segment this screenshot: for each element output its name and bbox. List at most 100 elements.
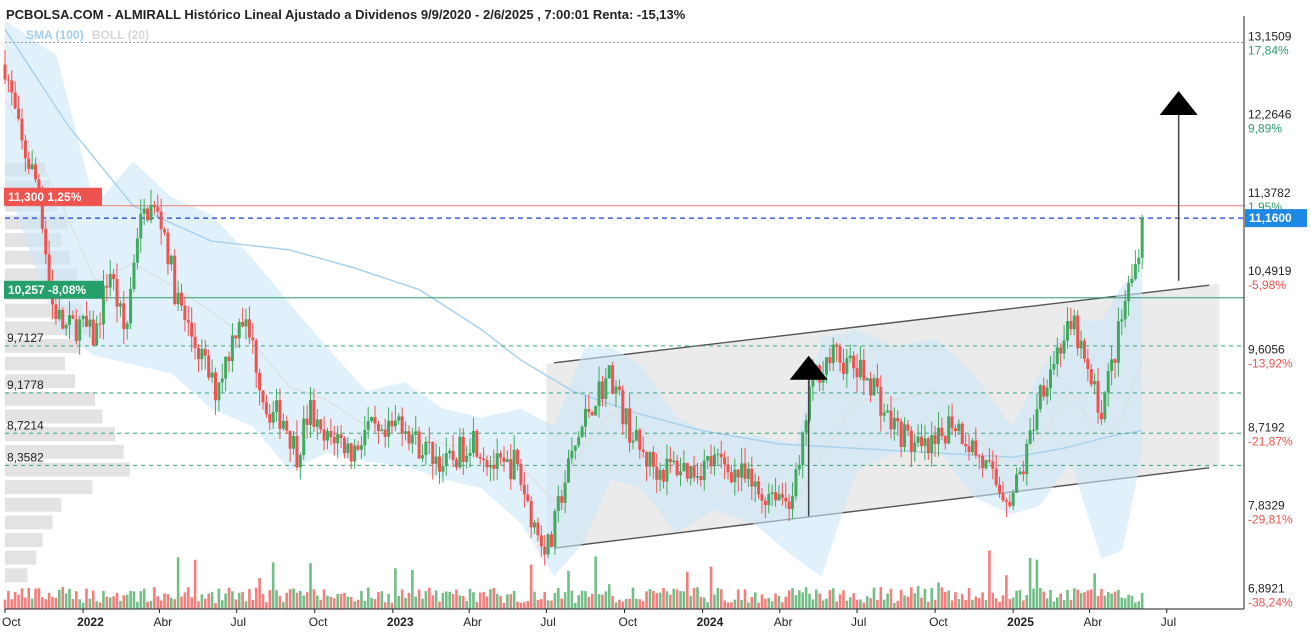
volume-bar bbox=[794, 595, 798, 609]
volume-bar bbox=[893, 602, 896, 609]
volume-bar bbox=[377, 592, 380, 609]
candle bbox=[495, 453, 499, 469]
candle bbox=[434, 456, 438, 464]
volume-bar bbox=[587, 597, 591, 609]
candle bbox=[1025, 443, 1029, 475]
volume-bar bbox=[1106, 592, 1110, 609]
x-tick-label: Abr bbox=[774, 615, 793, 629]
volume-bar bbox=[960, 593, 964, 609]
volume-bar bbox=[241, 591, 244, 609]
candle bbox=[1008, 501, 1012, 506]
volume-bar bbox=[428, 587, 431, 609]
candle bbox=[180, 292, 184, 306]
volume-bar bbox=[309, 563, 312, 609]
candle bbox=[295, 435, 299, 468]
candle bbox=[261, 390, 265, 403]
volume-bar bbox=[105, 596, 109, 609]
candle bbox=[808, 386, 812, 421]
volume-bar bbox=[485, 596, 489, 609]
candle bbox=[896, 417, 900, 422]
volume-bar bbox=[988, 550, 991, 609]
volume-bar bbox=[974, 596, 978, 609]
candle bbox=[614, 386, 618, 394]
volume-bar bbox=[669, 594, 672, 609]
volume-profile-bar bbox=[5, 462, 130, 477]
volume-bar bbox=[285, 592, 289, 609]
volume-bar bbox=[417, 589, 421, 609]
candle bbox=[539, 535, 543, 547]
candle bbox=[662, 470, 666, 482]
volume-bar bbox=[852, 593, 855, 609]
volume-bar bbox=[88, 598, 92, 609]
x-tick-label: 2023 bbox=[387, 615, 414, 629]
volume-bar bbox=[781, 602, 784, 609]
candle bbox=[977, 455, 981, 457]
volume-bar bbox=[967, 588, 971, 609]
volume-bar bbox=[400, 589, 404, 609]
legend-boll[interactable]: BOLL (20) bbox=[92, 28, 149, 42]
volume-bar bbox=[288, 589, 292, 609]
volume-bar bbox=[699, 597, 703, 609]
volume-bar bbox=[1015, 590, 1018, 609]
candle bbox=[98, 323, 102, 325]
candle bbox=[702, 460, 706, 481]
candle bbox=[302, 418, 306, 456]
candle bbox=[444, 453, 448, 466]
candle bbox=[743, 463, 747, 479]
candle bbox=[84, 315, 88, 327]
volume-bar bbox=[872, 587, 876, 609]
candle bbox=[78, 319, 82, 341]
max-tag-text: 11,300 1,25% bbox=[8, 190, 82, 204]
candle bbox=[1028, 430, 1032, 444]
candle bbox=[95, 323, 99, 346]
candle bbox=[845, 358, 849, 374]
candle bbox=[797, 465, 801, 470]
volume-bar bbox=[899, 589, 903, 609]
candle bbox=[370, 417, 374, 422]
volume-bar bbox=[981, 592, 984, 609]
candle bbox=[594, 405, 598, 416]
volume-bar bbox=[251, 599, 255, 609]
volume-bar bbox=[747, 602, 750, 609]
candle bbox=[37, 179, 41, 193]
volume-bar bbox=[774, 593, 777, 609]
x-tick-label: Abr bbox=[153, 615, 172, 629]
volume-bar bbox=[607, 584, 611, 609]
candle bbox=[1082, 340, 1086, 359]
x-tick-label: 2025 bbox=[1007, 615, 1034, 629]
y-tick-pct: 17,84% bbox=[1248, 43, 1289, 57]
candle bbox=[774, 492, 778, 501]
candle bbox=[1140, 218, 1144, 258]
volume-bar bbox=[482, 592, 485, 609]
candle bbox=[451, 450, 455, 461]
candle bbox=[777, 494, 781, 501]
volume-bar bbox=[7, 590, 10, 609]
volume-bar bbox=[821, 600, 825, 609]
candle bbox=[234, 335, 238, 339]
volume-bar bbox=[573, 602, 577, 609]
sma-line bbox=[4, 28, 1143, 458]
volume-bar bbox=[1072, 588, 1076, 609]
candle bbox=[478, 456, 482, 459]
volume-bar bbox=[129, 590, 132, 609]
candle bbox=[230, 335, 234, 362]
left-level-label: 8,3582 bbox=[7, 450, 44, 464]
volume-bar bbox=[64, 593, 68, 609]
volume-bar bbox=[424, 590, 428, 609]
volume-bar bbox=[475, 602, 479, 609]
volume-bar bbox=[58, 589, 61, 609]
candle bbox=[828, 357, 832, 364]
left-level-label: 9,7127 bbox=[7, 331, 44, 345]
candle bbox=[30, 164, 34, 169]
volume-bar bbox=[244, 601, 248, 609]
candle bbox=[875, 378, 879, 388]
candle bbox=[1011, 492, 1015, 506]
volume-bar bbox=[159, 600, 163, 609]
candle bbox=[264, 402, 268, 415]
volume-bar bbox=[220, 600, 224, 609]
volume-profile-bar bbox=[5, 480, 93, 495]
candle bbox=[855, 368, 859, 378]
volume-bar bbox=[404, 597, 407, 609]
legend-sma[interactable]: SMA (100) bbox=[26, 28, 84, 42]
volume-bar bbox=[214, 602, 217, 609]
